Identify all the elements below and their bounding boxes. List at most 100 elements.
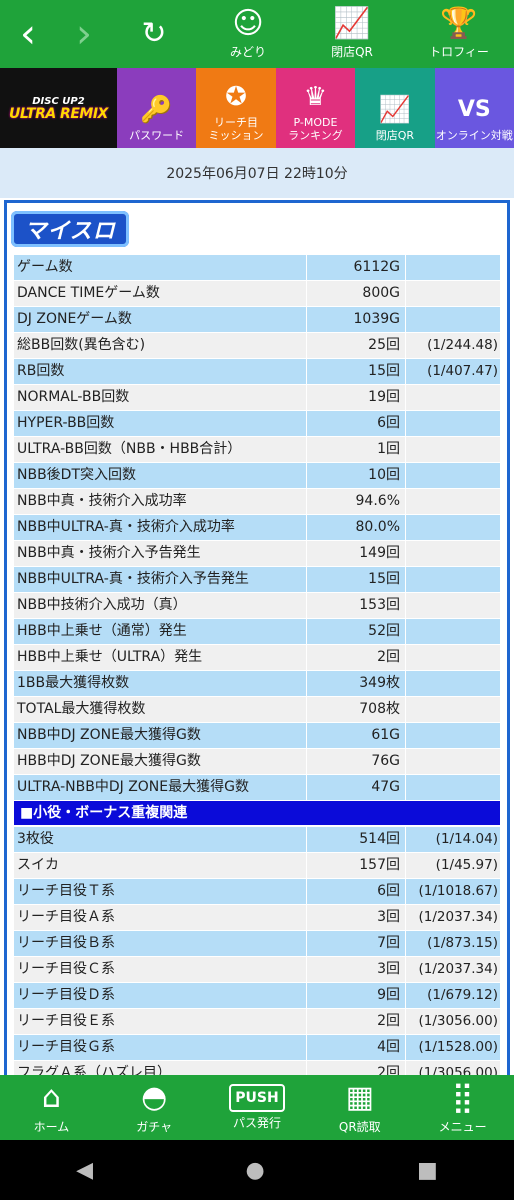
table-row: NBB中DJ ZONE最大獲得G数 61G: [14, 723, 500, 749]
row-ratio: [406, 307, 500, 332]
row-label: HYPER-BB回数: [14, 411, 307, 436]
row-label: リーチ目役Ｃ系: [14, 957, 307, 982]
table-row: スイカ 157回 (1/45.97): [14, 853, 500, 879]
row-ratio: (1/3056.00): [406, 1061, 500, 1075]
pmode-label-1: P-MODE: [293, 116, 338, 129]
table-row: リーチ目役Ｅ系 2回 (1/3056.00): [14, 1009, 500, 1035]
row-value: 4回: [307, 1035, 406, 1060]
banner-row: DISC UP2 ULTRA REMIX 🔑 パスワード ✪ リーチ目 ミッショ…: [0, 68, 514, 148]
chevron-left-icon: ‹: [20, 11, 36, 57]
row-value: 157回: [307, 853, 406, 878]
table-row: リーチ目役Ｇ系 4回 (1/1528.00): [14, 1035, 500, 1061]
row-ratio: (1/679.12): [406, 983, 500, 1008]
row-value: 2回: [307, 645, 406, 670]
row-value: 3回: [307, 905, 406, 930]
row-ratio: [406, 775, 500, 800]
row-value: 349枚: [307, 671, 406, 696]
row-ratio: [406, 489, 500, 514]
row-label: 1BB最大獲得枚数: [14, 671, 307, 696]
row-label: 総BB回数(異色含む): [14, 333, 307, 358]
row-value: 1039G: [307, 307, 406, 332]
qr-code-icon: ▦: [345, 1080, 374, 1115]
table-row: DJ ZONEゲーム数 1039G: [14, 307, 500, 333]
row-ratio: [406, 671, 500, 696]
system-back-icon[interactable]: ◀: [76, 1157, 94, 1183]
row-ratio: [406, 645, 500, 670]
table-row: HBB中DJ ZONE最大獲得G数 76G: [14, 749, 500, 775]
row-label: NBB中ULTRA-真・技術介入成功率: [14, 515, 307, 540]
table-row: リーチ目役Ａ系 3回 (1/2037.34): [14, 905, 500, 931]
system-home-icon[interactable]: ●: [245, 1157, 265, 1183]
table-row: DANCE TIMEゲーム数 800G: [14, 281, 500, 307]
reload-button[interactable]: ↻: [112, 0, 196, 68]
row-ratio: [406, 619, 500, 644]
gacha-button[interactable]: ◓ ガチャ: [103, 1075, 206, 1140]
system-recents-icon[interactable]: ■: [417, 1157, 438, 1183]
section-header: ■小役・ボーナス重複関連: [14, 801, 500, 825]
row-ratio: [406, 463, 500, 488]
row-value: 514回: [307, 827, 406, 852]
home-label: ホーム: [33, 1120, 70, 1134]
crown-icon: ♛: [303, 82, 328, 112]
row-label: NBB中ULTRA-真・技術介入予告発生: [14, 567, 307, 592]
table-row: 3枚役 514回 (1/14.04): [14, 827, 500, 853]
myslo-logo: マイスロ: [11, 211, 129, 247]
row-ratio: [406, 437, 500, 462]
reach-mission-banner[interactable]: ✪ リーチ目 ミッション: [196, 68, 276, 148]
closing-qr-button[interactable]: 📈 閉店QR: [300, 0, 404, 68]
bottom-nav-bar: ⌂ ホーム ◓ ガチャ PUSH パス発行 ▦ QR読取 ⣿ メニュー: [0, 1075, 514, 1140]
row-ratio: (1/407.47): [406, 359, 500, 384]
row-value: 80.0%: [307, 515, 406, 540]
table-row: NBB中真・技術介入成功率 94.6%: [14, 489, 500, 515]
vs-emblem-icon: VS: [457, 97, 491, 122]
row-label: DANCE TIMEゲーム数: [14, 281, 307, 306]
chart-moon-icon: 📈: [333, 5, 371, 41]
table-row: リーチ目役Ｄ系 9回 (1/679.12): [14, 983, 500, 1009]
table-row: NBB中ULTRA-真・技術介入成功率 80.0%: [14, 515, 500, 541]
password-banner[interactable]: 🔑 パスワード: [116, 68, 197, 148]
home-button[interactable]: ⌂ ホーム: [0, 1075, 103, 1140]
stats-table: ゲーム数 6112G DANCE TIMEゲーム数 800G DJ ZONEゲーム数 10…: [14, 255, 500, 1075]
row-value: 1回: [307, 437, 406, 462]
row-label: DJ ZONEゲーム数: [14, 307, 307, 332]
row-label: ULTRA-NBB中DJ ZONE最大獲得G数: [14, 775, 307, 800]
row-ratio: (1/2037.34): [406, 905, 500, 930]
reach-mission-label-1: リーチ目: [214, 116, 259, 129]
datetime-text: 2025年06月07日 22時10分: [166, 166, 348, 182]
row-value: 52回: [307, 619, 406, 644]
row-label: HBB中上乗せ（通常）発生: [14, 619, 307, 644]
row-ratio: (1/14.04): [406, 827, 500, 852]
row-value: 61G: [307, 723, 406, 748]
pass-issue-button[interactable]: PUSH パス発行: [206, 1075, 309, 1140]
gacha-label: ガチャ: [136, 1120, 173, 1134]
trophy-button[interactable]: 🏆 トロフィー: [404, 0, 514, 68]
row-label: NBB中真・技術介入成功率: [14, 489, 307, 514]
closing-qr-banner[interactable]: 📈 閉店QR: [355, 68, 435, 148]
row-ratio: (1/45.97): [406, 853, 500, 878]
table-row: リーチ目役Ｃ系 3回 (1/2037.34): [14, 957, 500, 983]
row-label: リーチ目役Ｅ系: [14, 1009, 307, 1034]
table-row: NORMAL-BB回数 19回: [14, 385, 500, 411]
pmode-ranking-banner[interactable]: ♛ P-MODE ランキング: [275, 68, 356, 148]
online-vs-banner[interactable]: VS オンライン対戦: [434, 68, 514, 148]
table-row: NBB中技術介入成功（真） 153回: [14, 593, 500, 619]
row-label: スイカ: [14, 853, 307, 878]
row-ratio: (1/244.48): [406, 333, 500, 358]
row-value: 2回: [307, 1061, 406, 1075]
forward-button[interactable]: ›: [56, 0, 112, 68]
qr-read-button[interactable]: ▦ QR読取: [308, 1075, 411, 1140]
menu-button[interactable]: ⣿ メニュー: [411, 1075, 514, 1140]
table-row: RB回数 15回 (1/407.47): [14, 359, 500, 385]
push-button-icon: PUSH: [229, 1084, 285, 1112]
online-vs-label: オンライン対戦: [435, 129, 513, 142]
key-icon: 🔑: [140, 95, 173, 125]
logo-big-text: ULTRA REMIX: [9, 106, 108, 122]
row-ratio: (1/1018.67): [406, 879, 500, 904]
row-value: 9回: [307, 983, 406, 1008]
row-label: リーチ目役Ａ系: [14, 905, 307, 930]
row-label: HBB中DJ ZONE最大獲得G数: [14, 749, 307, 774]
table-row: HBB中上乗せ（通常）発生 52回: [14, 619, 500, 645]
disc-up-logo-banner[interactable]: DISC UP2 ULTRA REMIX: [0, 68, 117, 148]
midori-button[interactable]: ☺ みどり: [196, 0, 300, 68]
back-button[interactable]: ‹: [0, 0, 56, 68]
